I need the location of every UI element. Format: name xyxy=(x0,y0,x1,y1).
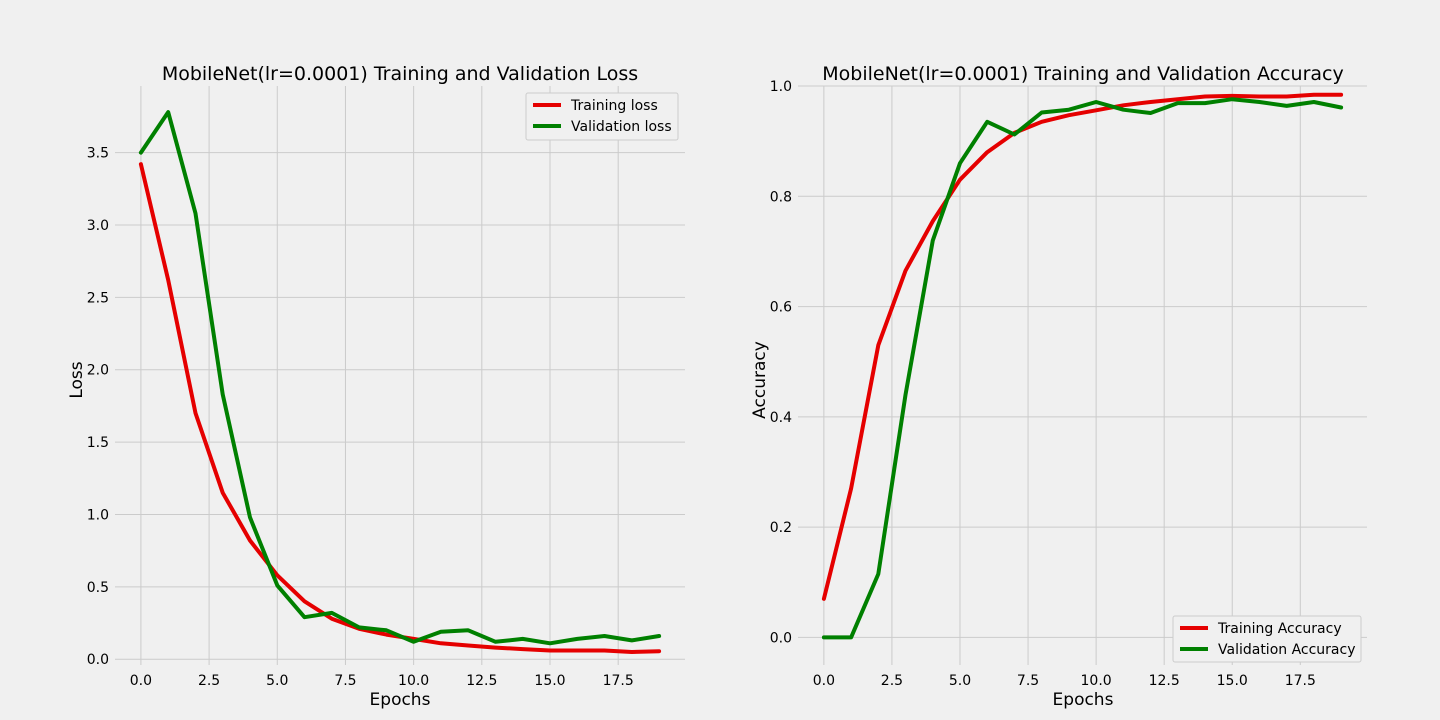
accuracy-chart-title: MobileNet(lr=0.0001) Training and Valida… xyxy=(822,63,1343,85)
accuracy-y-tick-label: 1.0 xyxy=(770,79,792,95)
accuracy-y-tick-label: 0.0 xyxy=(770,630,792,646)
accuracy-y-tick-label: 0.6 xyxy=(770,300,792,316)
loss-y-tick-label: 1.0 xyxy=(87,507,109,523)
loss-legend-label-training: Training loss xyxy=(570,98,658,114)
accuracy-x-tick-label: 17.5 xyxy=(1285,673,1316,689)
accuracy-x-tick-label: 5.0 xyxy=(949,673,971,689)
loss-x-tick-label: 17.5 xyxy=(603,673,634,689)
accuracy-x-tick-label: 7.5 xyxy=(1017,673,1039,689)
accuracy-series-line-validation-accuracy xyxy=(821,97,1344,640)
loss-y-tick-label: 2.0 xyxy=(87,363,109,379)
accuracy-chart-y-ticks: 0.0 0.2 0.4 0.6 0.8 1.0 xyxy=(770,79,792,646)
loss-y-tick-label: 2.5 xyxy=(87,290,109,306)
accuracy-x-tick-label: 15.0 xyxy=(1217,673,1248,689)
loss-chart-y-ticks: 0.0 0.5 1.0 1.5 2.0 2.5 3.0 3.5 xyxy=(87,146,109,669)
accuracy-legend-label-training: Training Accuracy xyxy=(1217,621,1342,637)
accuracy-chart: MobileNet(lr=0.0001) Training and Valida… xyxy=(750,63,1367,710)
loss-chart-x-axis-label: Epochs xyxy=(370,690,431,710)
loss-x-tick-label: 7.5 xyxy=(334,673,356,689)
accuracy-x-tick-label: 12.5 xyxy=(1149,673,1180,689)
loss-x-tick-label: 2.5 xyxy=(198,673,220,689)
loss-chart-x-ticks: 0.0 2.5 5.0 7.5 10.0 12.5 15.0 17.5 xyxy=(130,673,634,689)
accuracy-legend-label-validation: Validation Accuracy xyxy=(1218,642,1356,658)
accuracy-legend-box xyxy=(1172,615,1362,663)
accuracy-series-line-training-accuracy xyxy=(821,92,1344,601)
loss-chart: MobileNet(lr=0.0001) Training and Valida… xyxy=(67,63,685,710)
loss-legend-box xyxy=(525,92,679,141)
accuracy-chart-x-axis-label: Epochs xyxy=(1053,690,1114,710)
accuracy-chart-x-ticks: 0.0 2.5 5.0 7.5 10.0 12.5 15.0 17.5 xyxy=(813,673,1316,689)
accuracy-chart-series xyxy=(821,92,1344,640)
loss-chart-y-axis-label: Loss xyxy=(67,361,87,398)
accuracy-y-tick-label: 0.2 xyxy=(770,520,792,536)
accuracy-y-tick-label: 0.4 xyxy=(770,410,792,426)
loss-series-line-validation-loss xyxy=(138,110,662,646)
accuracy-x-tick-label: 10.0 xyxy=(1081,673,1112,689)
loss-chart-legend: Training loss Validation loss xyxy=(525,92,679,141)
loss-x-tick-label: 0.0 xyxy=(130,673,152,689)
loss-y-tick-label: 3.5 xyxy=(87,146,109,162)
loss-y-tick-label: 0.0 xyxy=(87,652,109,668)
accuracy-x-tick-label: 0.0 xyxy=(813,673,835,689)
loss-chart-series xyxy=(138,110,662,654)
accuracy-chart-legend: Training Accuracy Validation Accuracy xyxy=(1172,615,1362,663)
loss-chart-grid xyxy=(115,86,685,665)
loss-x-tick-label: 10.0 xyxy=(398,673,429,689)
accuracy-y-tick-label: 0.8 xyxy=(770,189,792,205)
loss-legend-label-validation: Validation loss xyxy=(571,119,672,135)
loss-x-tick-label: 5.0 xyxy=(266,673,288,689)
loss-x-tick-label: 12.5 xyxy=(466,673,497,689)
accuracy-x-tick-label: 2.5 xyxy=(881,673,903,689)
accuracy-chart-y-axis-label: Accuracy xyxy=(750,341,770,419)
loss-y-tick-label: 0.5 xyxy=(87,580,109,596)
loss-y-tick-label: 1.5 xyxy=(87,435,109,451)
loss-chart-title: MobileNet(lr=0.0001) Training and Valida… xyxy=(162,63,638,85)
loss-y-tick-label: 3.0 xyxy=(87,218,109,234)
loss-x-tick-label: 15.0 xyxy=(534,673,565,689)
